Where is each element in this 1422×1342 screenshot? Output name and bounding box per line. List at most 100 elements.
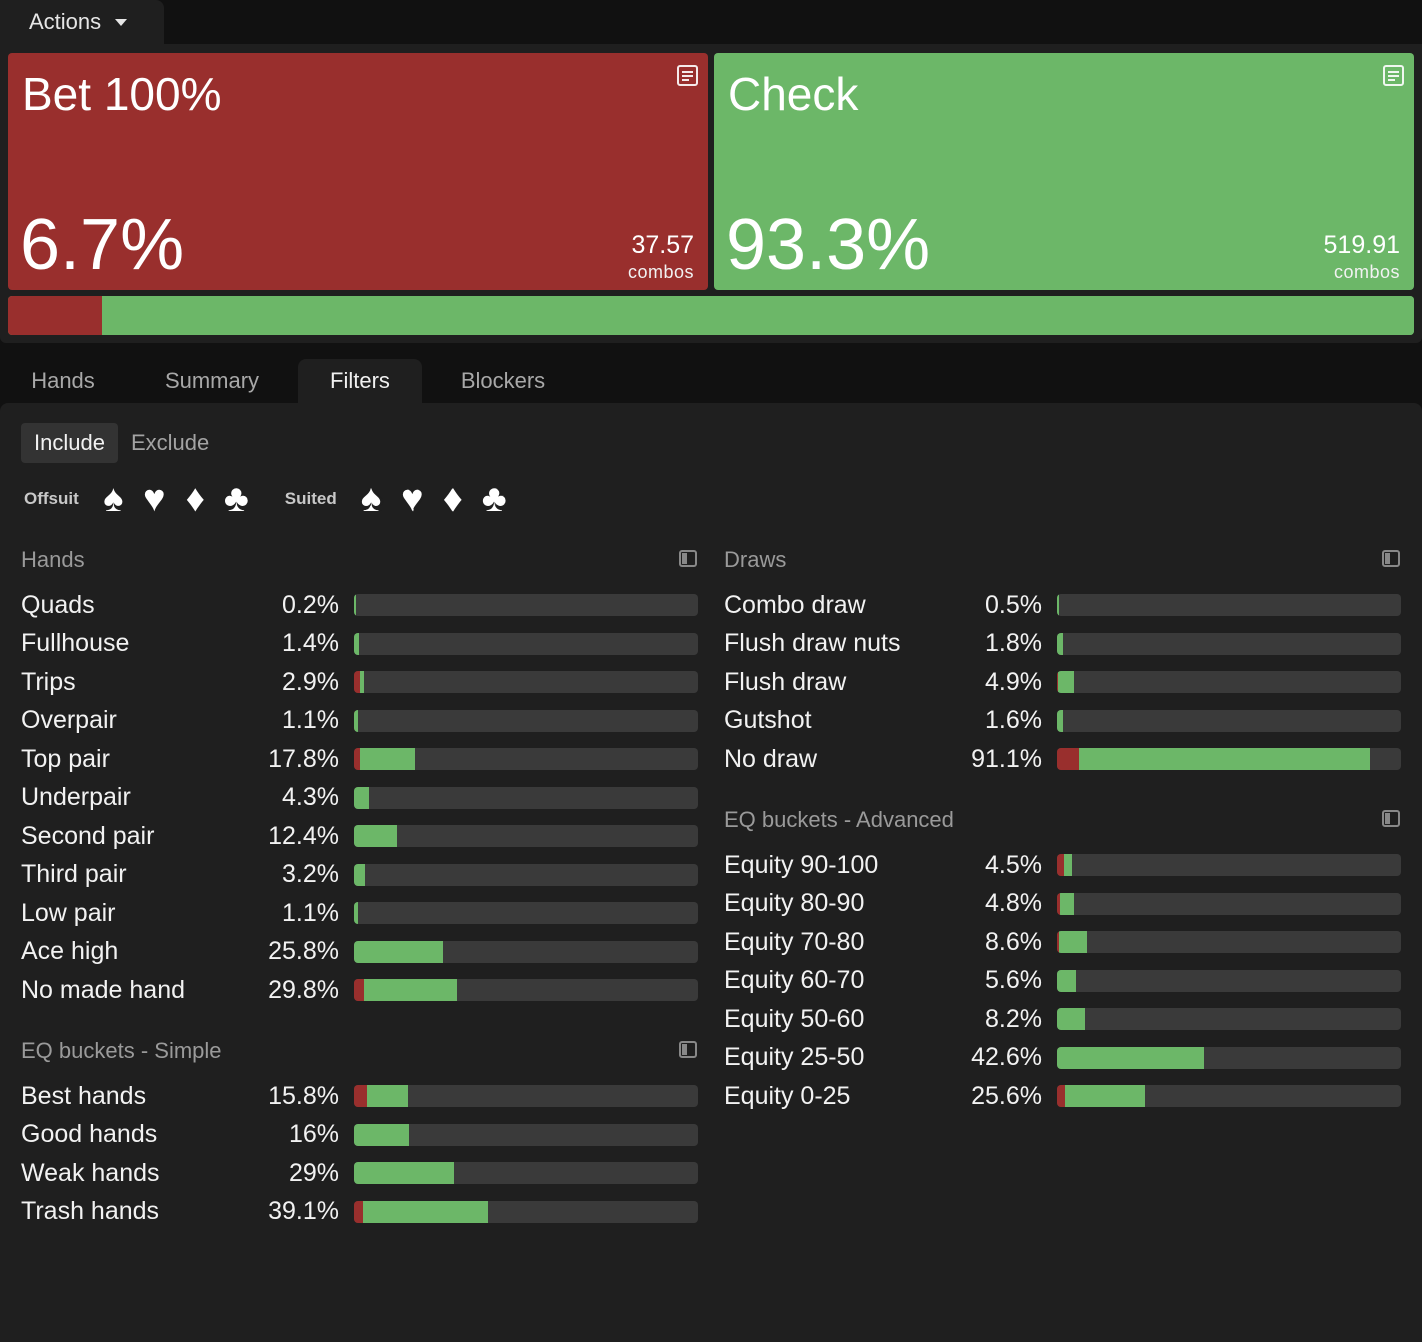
check-fill-segment — [1078, 748, 1371, 771]
caret-down-icon — [115, 18, 128, 26]
filter-row-label: Equity 25-50 — [724, 1043, 865, 1072]
check-action-card[interactable]: Check 93.3% 519.91 combos — [714, 53, 1414, 290]
check-fill-segment — [1057, 594, 1060, 617]
filter-row-value: 4.8% — [985, 889, 1042, 918]
section-title: Hands — [21, 545, 697, 575]
draws-section-title: Draws — [724, 547, 787, 572]
document-icon[interactable] — [1383, 65, 1404, 86]
filter-row-value: 1.6% — [985, 706, 1042, 735]
bet-fill-segment — [1057, 892, 1061, 915]
filter-row[interactable]: Best hands 15.8% — [21, 1077, 698, 1116]
offsuit-spade-icon[interactable]: ♠ — [103, 478, 124, 520]
filter-row[interactable]: Equity 80-90 4.8% — [724, 885, 1401, 924]
bet-fill-segment — [354, 748, 360, 771]
filter-row-bar — [1057, 1085, 1401, 1108]
filter-row[interactable]: Gutshot 1.6% — [724, 702, 1401, 741]
filter-row-label: Equity 50-60 — [724, 1004, 865, 1033]
filter-row[interactable]: Equity 60-70 5.6% — [724, 962, 1401, 1001]
filter-row[interactable]: Trips 2.9% — [21, 663, 698, 702]
filter-row-label: No made hand — [21, 975, 186, 1004]
section-title: Draws — [724, 545, 1400, 575]
filter-row[interactable]: No draw 91.1% — [724, 740, 1401, 779]
filter-row-value: 29% — [288, 1158, 339, 1187]
check-fill-segment — [354, 786, 369, 809]
filter-row[interactable]: Flush draw nuts 1.8% — [724, 625, 1401, 664]
filter-row[interactable]: Good hands 16% — [21, 1116, 698, 1155]
hands-section: Hands Quads 0.2% Fullhouse 1.4% Trips 2.9% Ove… — [21, 545, 698, 1010]
include-button[interactable]: Include — [21, 423, 118, 463]
filter-row[interactable]: Third pair 3.2% — [21, 856, 698, 895]
filter-row[interactable]: Trash hands 39.1% — [21, 1193, 698, 1232]
exclude-button[interactable]: Exclude — [130, 430, 210, 455]
document-icon[interactable] — [677, 65, 698, 86]
check-fill-segment — [1057, 671, 1074, 694]
filter-row-value: 1.1% — [282, 706, 339, 735]
filter-row[interactable]: Weak hands 29% — [21, 1154, 698, 1193]
sidebar-toggle-icon[interactable] — [679, 550, 697, 567]
bet-action-combos: 37.57 — [631, 231, 694, 259]
filter-row-value: 4.5% — [985, 850, 1042, 879]
filter-row[interactable]: Equity 0-25 25.6% — [724, 1077, 1401, 1116]
filter-row[interactable]: Equity 25-50 42.6% — [724, 1039, 1401, 1078]
filter-row[interactable]: Top pair 17.8% — [21, 740, 698, 779]
filter-row[interactable]: Low pair 1.1% — [21, 894, 698, 933]
suited-club-icon[interactable]: ♣ ♣ — [481, 478, 509, 520]
section-title: EQ buckets - Advanced — [724, 805, 1400, 835]
tab-hands[interactable]: Hands — [31, 368, 95, 393]
filter-row[interactable]: Fullhouse 1.4% — [21, 625, 698, 664]
filter-row-bar — [354, 940, 698, 963]
filter-row-label: Equity 60-70 — [724, 966, 865, 995]
suited-heart-icon[interactable]: ♥ ♥ — [400, 478, 425, 520]
filter-row-bar — [354, 594, 698, 617]
filter-row[interactable]: Equity 90-100 4.5% — [724, 846, 1401, 885]
filter-row[interactable]: Combo draw 0.5% — [724, 586, 1401, 625]
filter-row-value: 2.9% — [282, 667, 339, 696]
filter-row-value: 16% — [288, 1120, 339, 1149]
filter-row[interactable]: Underpair 4.3% — [21, 779, 698, 818]
offsuit-diamond-icon[interactable]: ♦ — [185, 478, 205, 520]
filter-row-bar — [354, 863, 698, 886]
offsuit-club-icon[interactable]: ♣ — [223, 478, 249, 520]
tab-blockers[interactable]: Blockers — [460, 368, 546, 393]
bet-fill-segment — [354, 1200, 364, 1223]
tab-filters[interactable]: Filters — [298, 359, 422, 403]
filter-row-bar — [1057, 1046, 1401, 1069]
filter-row-value: 4.9% — [985, 667, 1042, 696]
eq-simple-section: EQ buckets - Simple Best hands 15.8% Good … — [21, 1036, 698, 1232]
suited-diamond-icon[interactable]: ♦ ♦ — [442, 478, 463, 520]
check-fill-segment — [1060, 892, 1074, 915]
filter-row[interactable]: Flush draw 4.9% — [724, 663, 1401, 702]
check-action-combos-label: combos — [1333, 262, 1400, 282]
tab-bar: Hands Summary Filters Blockers — [0, 357, 1422, 403]
filter-row[interactable]: Ace high 25.8% — [21, 933, 698, 972]
sidebar-toggle-icon[interactable] — [1382, 550, 1400, 567]
filter-row-bar — [1057, 709, 1401, 732]
sidebar-toggle-icon[interactable] — [1382, 810, 1400, 827]
filter-row[interactable]: Second pair 12.4% — [21, 817, 698, 856]
filter-row-label: Quads — [21, 590, 95, 619]
sidebar-toggle-icon[interactable] — [679, 1041, 697, 1058]
include-exclude-toggle: Include Exclude — [21, 423, 222, 463]
filter-row-value: 8.2% — [985, 1004, 1042, 1033]
filter-row[interactable]: Equity 50-60 8.2% — [724, 1000, 1401, 1039]
bet-action-card[interactable]: Bet 100% 6.7% 37.57 combos — [8, 53, 708, 290]
filter-row-bar — [1057, 671, 1401, 694]
filter-row[interactable]: Quads 0.2% — [21, 586, 698, 625]
filter-row[interactable]: Overpair 1.1% — [21, 702, 698, 741]
actions-panel: Actions Bet 100% 6.7% 37.57 combos Check… — [0, 0, 1422, 343]
filter-row-bar — [354, 748, 698, 771]
suited-spade-icon[interactable]: ♠ ♠ — [360, 478, 382, 520]
tab-summary[interactable]: Summary — [164, 368, 260, 393]
filter-row-bar — [354, 825, 698, 848]
bet-fill-segment — [354, 979, 365, 1002]
check-fill-segment — [1057, 969, 1077, 992]
actions-dropdown[interactable]: Actions — [0, 0, 164, 44]
filter-row-label: Fullhouse — [21, 629, 130, 658]
check-fill-segment — [1059, 931, 1087, 954]
filter-row-label: Third pair — [21, 860, 127, 889]
filter-row[interactable]: Equity 70-80 8.6% — [724, 923, 1401, 962]
filter-row[interactable]: No made hand 29.8% — [21, 971, 698, 1010]
offsuit-heart-icon[interactable]: ♥ — [143, 478, 166, 520]
eq-advanced-rows: Equity 90-100 4.5% Equity 80-90 4.8% Equity … — [724, 846, 1401, 1116]
filter-row-label: Underpair — [21, 783, 131, 812]
